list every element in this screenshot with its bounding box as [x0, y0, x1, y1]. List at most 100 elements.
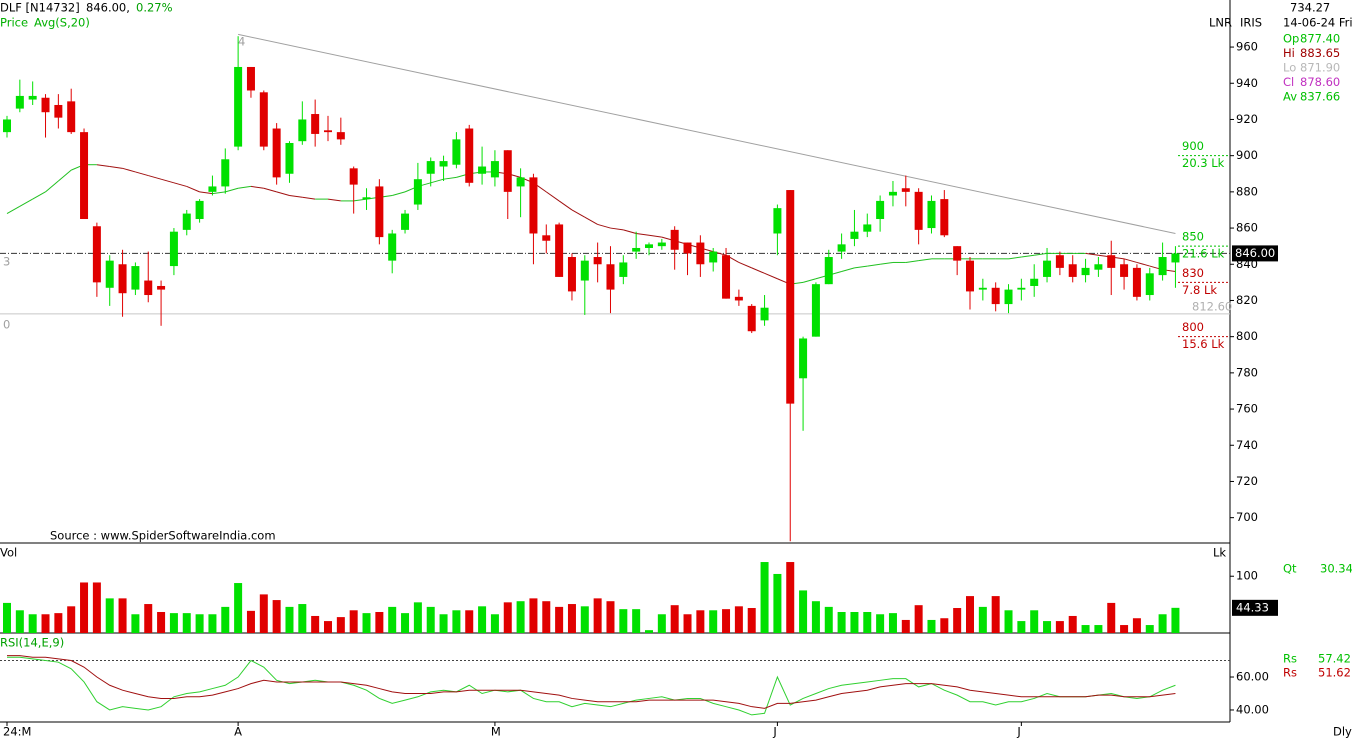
- volume-bar: [734, 606, 743, 633]
- volume-bar: [439, 614, 448, 633]
- candle-body: [1132, 267, 1141, 297]
- volume-bar: [131, 614, 140, 633]
- annotation: 4: [238, 35, 245, 49]
- moving-average: [276, 191, 290, 196]
- volume-bar: [773, 573, 782, 633]
- candle-body: [1120, 264, 1129, 277]
- candle-body: [811, 284, 820, 337]
- volume-bar: [580, 606, 589, 633]
- candle-body: [850, 231, 859, 239]
- volume-bar: [940, 618, 949, 633]
- volume-bar: [3, 602, 11, 633]
- moving-average: [880, 261, 894, 265]
- candle-body: [1171, 253, 1180, 263]
- moving-average: [225, 187, 239, 193]
- volume-bar: [619, 609, 628, 633]
- volume-bar: [54, 613, 63, 633]
- y-tick-label: 940: [1236, 76, 1258, 90]
- info-value: 878.60: [1300, 75, 1340, 89]
- moving-average: [45, 180, 59, 193]
- volume-bar: [1017, 621, 1026, 633]
- y-tick-label: 820: [1236, 293, 1258, 307]
- volume-bar: [336, 617, 345, 633]
- volume-bar: [901, 619, 910, 633]
- candle-body: [914, 191, 923, 230]
- y-tick-label: 920: [1236, 112, 1258, 126]
- info-label: Rs: [1283, 652, 1297, 666]
- source: Source : www.SpiderSoftwareIndia.com: [50, 529, 276, 543]
- info-label: Lo: [1283, 61, 1296, 75]
- candle-body: [131, 266, 140, 290]
- volume-bar: [388, 606, 397, 633]
- volume-bar: [118, 598, 127, 633]
- moving-average: [173, 182, 187, 187]
- candle-body: [901, 188, 910, 192]
- candle-body: [1145, 273, 1154, 296]
- candle-body: [182, 213, 191, 230]
- candle-body: [516, 177, 525, 187]
- moving-average: [58, 169, 72, 182]
- volume-bar: [182, 613, 191, 633]
- volume-bar: [1145, 625, 1154, 633]
- moving-average: [238, 185, 252, 189]
- candle-body: [195, 200, 204, 220]
- volume-bar: [105, 598, 114, 633]
- volume-bar: [1132, 618, 1141, 633]
- volume-bar: [966, 596, 974, 633]
- candle-body: [786, 190, 795, 404]
- level-price: 900: [1182, 139, 1204, 153]
- info-value: 51.62: [1318, 666, 1351, 680]
- volume-bar: [1030, 610, 1039, 633]
- candle-body: [657, 242, 666, 247]
- volume-bar: [157, 611, 166, 633]
- moving-average: [1123, 258, 1138, 263]
- y-tick-label: 760: [1236, 402, 1258, 416]
- candle-body: [1004, 289, 1013, 305]
- volume-bar: [927, 619, 936, 633]
- candle-body: [709, 251, 718, 263]
- volume-bar: [92, 582, 101, 633]
- moving-average: [623, 229, 637, 234]
- volume-bar: [567, 604, 576, 633]
- candle-body: [285, 142, 294, 174]
- volume-bar: [606, 601, 615, 633]
- volume-bar: [311, 615, 320, 633]
- candle-body: [324, 130, 332, 133]
- current-label: 846.00: [1235, 246, 1275, 260]
- candle-body: [645, 244, 653, 248]
- volume-bar: [683, 614, 692, 633]
- candle-body: [465, 128, 474, 183]
- candle-body: [478, 166, 487, 174]
- rsi-line: [7, 656, 1176, 716]
- volume-bar: [246, 610, 255, 633]
- moving-average: [1034, 252, 1048, 256]
- candle-body: [426, 161, 435, 174]
- volume-bar: [452, 610, 461, 633]
- candle-body: [439, 161, 448, 167]
- candle-body: [362, 197, 371, 200]
- level-volume: 7.8 Lk: [1182, 283, 1217, 297]
- candle-body: [413, 179, 422, 205]
- volume-bar: [375, 611, 384, 633]
- volume-bar: [67, 606, 76, 633]
- moving-average: [353, 198, 367, 202]
- candle-body: [953, 246, 962, 261]
- info-label: Op: [1283, 32, 1299, 46]
- axis-title: LNR: [1209, 16, 1232, 30]
- info-label: Hi: [1283, 46, 1295, 60]
- moving-average: [199, 191, 213, 195]
- volume-bar: [298, 604, 307, 633]
- axis-title: IRIS: [1240, 16, 1262, 30]
- candle-body: [760, 307, 769, 321]
- volume-bar: [1158, 614, 1167, 633]
- moving-average: [160, 178, 175, 184]
- moving-average: [186, 185, 200, 193]
- last-price: 846.00,: [86, 1, 130, 15]
- candle-body: [169, 231, 178, 267]
- volume-bar: [799, 590, 808, 633]
- volume-bar: [670, 605, 679, 633]
- candle-body: [375, 186, 384, 238]
- candle-body: [593, 257, 602, 265]
- volume-bar: [208, 614, 217, 633]
